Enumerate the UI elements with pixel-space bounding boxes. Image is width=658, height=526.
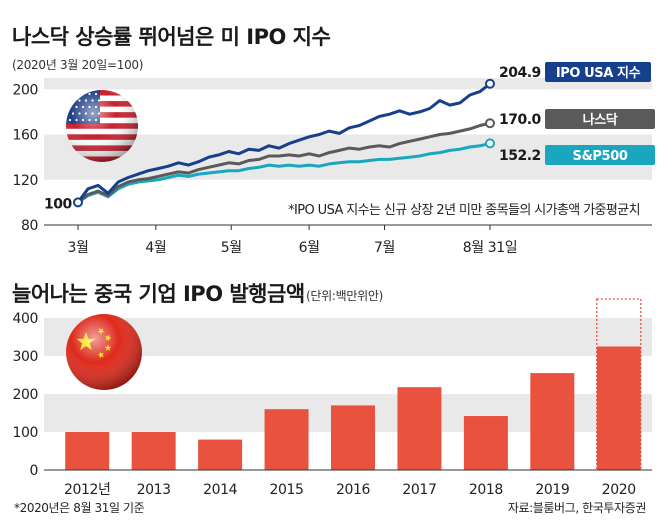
bar-1 (131, 432, 176, 470)
line-series-0 (76, 82, 491, 204)
bar-x-tick-label: 2014 (203, 482, 238, 498)
line-y-tick-label: 80 (21, 218, 38, 234)
line-x-tick-label: 5월 (221, 240, 242, 256)
bar-chart-y-ticks: 0 100 200 300 400 (12, 311, 38, 479)
bar-x-tick-label: 2018 (469, 482, 503, 498)
bar-4 (331, 405, 375, 470)
series-legend-badge (545, 109, 655, 129)
series-legend-label: IPO USA 지수 (556, 66, 641, 81)
bar-band (44, 318, 652, 356)
bar-x-tick-label: 2019 (535, 482, 569, 498)
series-legend-badge (545, 62, 651, 82)
line-y-tick-label: 120 (12, 173, 38, 189)
bar-0 (65, 432, 110, 470)
line-end-point (485, 78, 495, 89)
series-legend-label: S&P500 (573, 149, 628, 164)
bar-x-tick-label: 2015 (270, 482, 304, 498)
line-series-1 (77, 121, 491, 204)
line-chart-end-labels: 204.9 IPO USA 지수 170.0 나스닥 152.2 S&P500 (499, 62, 655, 165)
bar-y-tick-label: 100 (12, 425, 38, 441)
line-x-tick-label: 8월 31일 (463, 240, 518, 256)
line-band (44, 78, 652, 90)
bar-chart-footnote: *2020년은 8월 31일 기준 (14, 501, 145, 515)
bar-x-tick-label: 2016 (336, 482, 371, 498)
line-chart-x-ticks: 3월 4월 5월 6월 7월 8월 31일 (68, 225, 518, 256)
bar-chart-title: 늘어나는 중국 기업 IPO 발행금액 (12, 282, 305, 306)
bar-y-tick-label: 300 (12, 349, 38, 365)
bar-y-tick-label: 400 (12, 311, 38, 327)
line-y-tick-label: 200 (12, 82, 38, 98)
line-x-tick-label: 4월 (145, 240, 166, 256)
line-x-tick-label: 7월 (374, 240, 395, 256)
bar-5 (397, 387, 442, 470)
bar-x-tick-label: 2012년 (64, 482, 111, 498)
series-legend-label: 나스닥 (583, 112, 618, 128)
line-x-tick-label: 3월 (68, 240, 89, 256)
bar-y-tick-label: 0 (29, 463, 38, 479)
line-end-point (485, 138, 495, 149)
bar-2 (198, 439, 243, 470)
line-chart-annotation: *IPO USA 지수는 신규 상장 2년 미만 종목들의 시가총액 가중평균치 (288, 203, 640, 218)
line-y-tick-label: 160 (12, 128, 38, 144)
bar-8 (596, 346, 641, 470)
series-end-value: 204.9 (499, 65, 541, 81)
bar-chart-unit: (단위:백만위안) (306, 289, 383, 303)
china-flag-ball-icon (66, 314, 142, 390)
bar-x-tick-label: 2020 (602, 482, 636, 498)
series-end-value: 152.2 (499, 148, 541, 164)
line-series-2 (77, 141, 491, 204)
bar-x-tick-label: 2017 (402, 482, 436, 498)
line-x-tick-label: 6월 (299, 240, 320, 256)
series-end-value: 170.0 (499, 112, 542, 128)
bar-x-tick-label: 2013 (137, 482, 171, 498)
line-start-point (73, 197, 83, 208)
bar-7 (530, 373, 575, 470)
line-chart-subtitle: (2020년 3월 20일=100) (12, 58, 143, 72)
bar-6 (463, 416, 508, 470)
bar-y-tick-label: 200 (12, 387, 38, 403)
bar-chart-x-ticks: 2012년 2013 2014 2015 2016 2017 2018 2019 2020 (64, 482, 636, 498)
line-end-point (485, 118, 495, 129)
line-start-label: 100 (44, 196, 72, 212)
line-chart-series (73, 78, 495, 208)
line-chart-title: 나스닥 상승률 뛰어넘은 미 IPO 지수 (12, 25, 330, 49)
usa-flag-ball-icon (66, 90, 138, 162)
bar-3 (264, 409, 309, 470)
series-legend-badge (545, 145, 655, 165)
bar-chart-source: 자료:블룸버그, 한국투자증권 (508, 501, 646, 515)
line-chart-y-ticks: 80 120 160 200 (12, 82, 38, 234)
